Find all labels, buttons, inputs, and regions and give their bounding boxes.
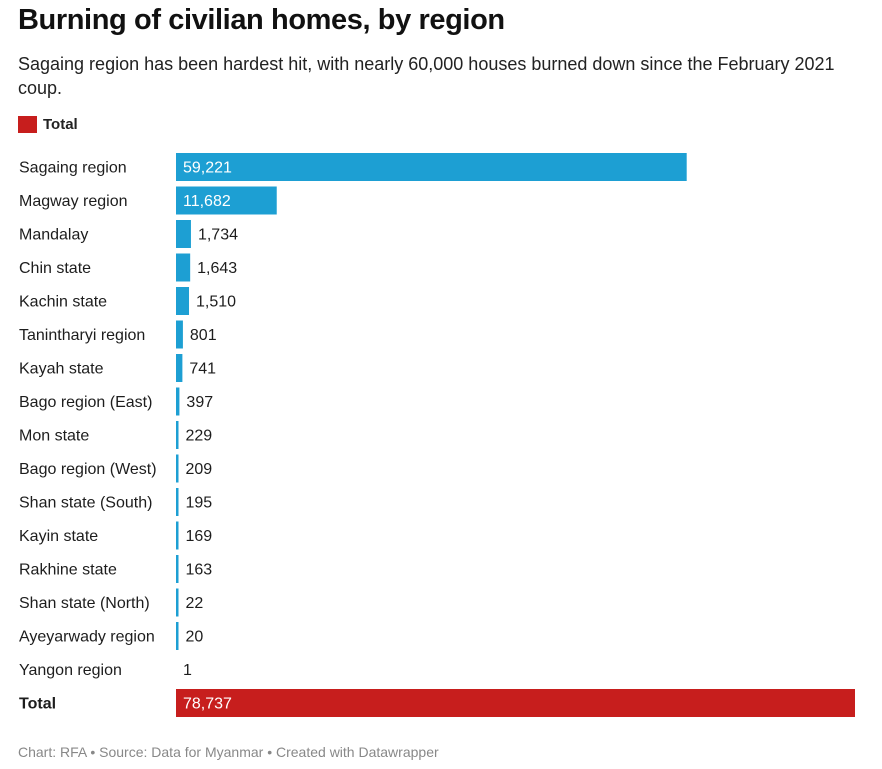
category-label-mon-state: Mon state <box>19 428 89 445</box>
value-label-rakhine-state: 163 <box>186 562 213 579</box>
category-label-ayeyarwady-region: Ayeyarwady region <box>19 629 155 646</box>
bar-mandalay <box>176 220 191 248</box>
value-label-mon-state: 229 <box>186 428 213 445</box>
category-label-mandalay: Mandalay <box>19 227 88 244</box>
category-label-kayah-state: Kayah state <box>19 361 104 378</box>
legend-swatch <box>18 116 37 133</box>
value-label-tanintharyi-region: 801 <box>190 327 217 344</box>
bar-chart: Sagaing region 59,221 Magway region 11,682 M… <box>19 153 855 717</box>
bar-total <box>176 689 855 717</box>
bar-ayeyarwady-region <box>176 622 179 650</box>
bar-magway-region <box>176 186 277 215</box>
category-label-tanintharyi-region: Tanintharyi region <box>19 327 145 344</box>
value-label-kayin-state: 169 <box>186 528 213 545</box>
value-label-bago-region-west: 209 <box>186 461 213 478</box>
chart-footer: Chart: RFA • Source: Data for Myanmar • … <box>18 744 439 760</box>
category-label-kachin-state: Kachin state <box>19 294 107 311</box>
category-label-total: Total <box>19 696 56 713</box>
category-label-kayin-state: Kayin state <box>19 528 98 545</box>
bar-kayin-state <box>176 521 179 550</box>
category-label-chin-state: Chin state <box>19 260 91 277</box>
bar-kachin-state <box>176 287 190 315</box>
value-label-total: 78,737 <box>183 696 232 713</box>
category-label-bago-region-west: Bago region (West) <box>19 461 157 478</box>
category-label-sagaing-region: Sagaing region <box>19 160 127 177</box>
category-label-rakhine-state: Rakhine state <box>19 562 117 579</box>
bar-rakhine-state <box>176 555 179 583</box>
value-label-shan-state-north: 22 <box>186 595 204 612</box>
bar-bago-region-east <box>176 387 180 416</box>
category-label-yangon-region: Yangon region <box>19 662 122 679</box>
bar-mon-state <box>176 421 179 449</box>
value-label-yangon-region: 1 <box>183 662 192 679</box>
value-label-bago-region-east: 397 <box>186 394 213 411</box>
value-label-kayah-state: 741 <box>189 361 216 378</box>
value-label-chin-state: 1,643 <box>197 260 237 277</box>
value-label-ayeyarwady-region: 20 <box>186 629 204 646</box>
value-label-magway-region: 11,682 <box>183 193 231 210</box>
bar-kayah-state <box>176 354 183 382</box>
bar-shan-state-north <box>176 588 179 617</box>
legend: Total <box>18 116 78 133</box>
value-label-sagaing-region: 59,221 <box>183 160 232 177</box>
value-label-shan-state-south: 195 <box>186 495 213 512</box>
legend-label: Total <box>43 116 78 133</box>
chart-title: Burning of civilian homes, by region <box>18 4 505 36</box>
bar-tanintharyi-region <box>176 320 183 349</box>
category-label-shan-state-north: Shan state (North) <box>19 595 150 612</box>
value-label-mandalay: 1,734 <box>198 227 238 244</box>
category-label-shan-state-south: Shan state (South) <box>19 495 152 512</box>
bar-shan-state-south <box>176 488 179 516</box>
bar-bago-region-west <box>176 454 179 483</box>
bar-sagaing-region <box>176 153 687 181</box>
category-label-bago-region-east: Bago region (East) <box>19 394 152 411</box>
category-label-magway-region: Magway region <box>19 193 128 210</box>
chart-subtitle: Sagaing region has been hardest hit, wit… <box>18 54 835 98</box>
value-label-kachin-state: 1,510 <box>196 294 236 311</box>
bar-chin-state <box>176 253 191 282</box>
